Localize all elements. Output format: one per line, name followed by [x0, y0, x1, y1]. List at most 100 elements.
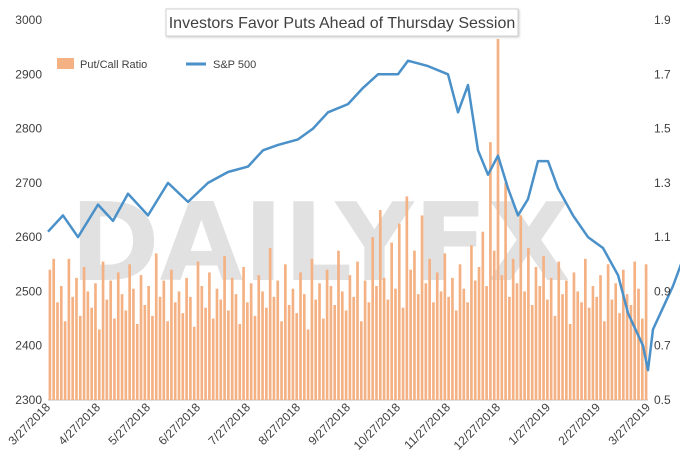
put-call-bar — [610, 299, 614, 400]
put-call-bar — [105, 299, 109, 400]
put-call-bar — [154, 253, 158, 400]
put-call-bar — [196, 261, 200, 400]
put-call-bar — [211, 318, 215, 400]
put-call-bar — [470, 245, 473, 400]
put-call-bar — [496, 39, 500, 400]
put-call-bar — [481, 231, 485, 400]
put-call-bar — [109, 280, 112, 400]
x-tick-label: 7/27/2018 — [205, 400, 253, 448]
put-call-bar — [375, 286, 378, 400]
put-call-bar — [424, 283, 428, 400]
y-right-tick-label: 1.5 — [654, 122, 671, 136]
y-left-ticks: 3000 2900 2800 2700 2600 2500 2400 2300 — [15, 13, 42, 407]
put-call-bar — [599, 275, 602, 400]
put-call-bar — [116, 272, 120, 400]
put-call-bar — [75, 277, 78, 400]
put-call-bar — [82, 267, 86, 400]
x-tick-label: 8/27/2018 — [255, 400, 303, 448]
put-call-bar — [595, 296, 599, 400]
put-call-bar — [439, 291, 443, 400]
put-call-bar — [344, 310, 348, 400]
put-call-bar — [576, 291, 580, 400]
put-call-bar — [546, 299, 549, 400]
put-call-bar — [173, 302, 177, 400]
put-call-bar — [170, 269, 173, 400]
y-left-tick-label: 2300 — [15, 393, 42, 407]
put-call-bar — [587, 307, 591, 400]
put-call-bar — [128, 264, 131, 400]
put-call-bar — [473, 280, 477, 400]
put-call-bar — [321, 318, 325, 400]
put-call-bar — [565, 280, 568, 400]
put-call-bar — [135, 324, 139, 400]
put-call-bar — [591, 286, 595, 400]
put-call-bar — [63, 321, 67, 400]
put-call-bar — [143, 305, 147, 400]
y-left-tick-label: 2900 — [15, 67, 42, 81]
put-call-bar — [101, 261, 105, 400]
put-call-bar — [394, 288, 397, 400]
put-call-bar — [549, 277, 553, 400]
put-call-bar — [249, 283, 253, 400]
y-right-tick-label: 0.5 — [654, 393, 671, 407]
put-call-bar — [401, 307, 405, 400]
put-call-bar — [295, 313, 299, 400]
put-call-bar — [48, 269, 52, 400]
put-call-bar — [234, 294, 238, 400]
x-tick-label: 2/27/2019 — [555, 400, 603, 448]
x-tick-label: 3/27/2018 — [5, 400, 53, 448]
put-call-bar — [303, 294, 306, 400]
put-call-bar — [192, 326, 196, 400]
put-call-bar — [359, 321, 363, 400]
put-call-bar — [451, 277, 454, 400]
put-call-bar — [337, 250, 340, 400]
x-tick-label: 4/27/2018 — [55, 400, 103, 448]
y-right-tick-label: 1.9 — [654, 13, 671, 27]
put-call-bar — [299, 272, 302, 400]
put-call-bar — [382, 277, 386, 400]
x-tick-label: 6/27/2018 — [155, 400, 203, 448]
y-left-tick-label: 3000 — [15, 13, 42, 27]
x-tick-label: 9/27/2018 — [305, 400, 353, 448]
x-tick-label: 11/27/2018 — [401, 400, 453, 452]
put-call-bar — [466, 302, 469, 400]
put-call-bar — [56, 302, 59, 400]
put-call-bar — [625, 294, 629, 400]
y-left-tick-label: 2600 — [15, 230, 42, 244]
put-call-bar — [538, 286, 542, 400]
put-call-bar — [458, 264, 462, 400]
put-call-bar — [572, 272, 576, 400]
put-call-bar — [386, 299, 390, 400]
put-call-bar — [208, 272, 211, 400]
y-left-tick-label: 2800 — [15, 122, 42, 136]
put-call-bar — [603, 321, 606, 400]
put-call-bar — [268, 248, 272, 400]
put-call-bar — [113, 318, 116, 400]
put-call-bar — [67, 258, 71, 400]
put-call-bar — [215, 288, 219, 400]
put-call-bar — [413, 250, 416, 400]
legend: Put/Call Ratio S&P 500 — [57, 58, 256, 71]
put-call-bar — [139, 275, 143, 400]
put-call-bar — [253, 315, 257, 400]
put-call-bar — [584, 258, 587, 400]
put-call-bar — [397, 223, 401, 400]
put-call-bar — [363, 280, 367, 400]
put-call-bar — [185, 277, 188, 400]
put-call-bar — [561, 294, 564, 400]
put-call-bar — [291, 288, 295, 400]
sp500-line-layer — [47, 59, 680, 372]
put-call-bar — [462, 288, 466, 400]
put-call-bar — [367, 302, 371, 400]
put-call-bar — [644, 264, 648, 400]
put-call-bar — [90, 307, 93, 400]
put-call-bar — [428, 258, 431, 400]
put-call-bar — [227, 310, 230, 400]
x-tick-label: 12/27/2018 — [451, 400, 504, 453]
chart-title: Investors Favor Puts Ahead of Thursday S… — [169, 15, 516, 32]
put-call-bar — [637, 288, 640, 400]
chart-title-box: Investors Favor Puts Ahead of Thursday S… — [165, 8, 519, 37]
put-call-bar — [640, 318, 644, 400]
put-call-bar — [508, 296, 511, 400]
put-call-bar — [59, 286, 63, 400]
